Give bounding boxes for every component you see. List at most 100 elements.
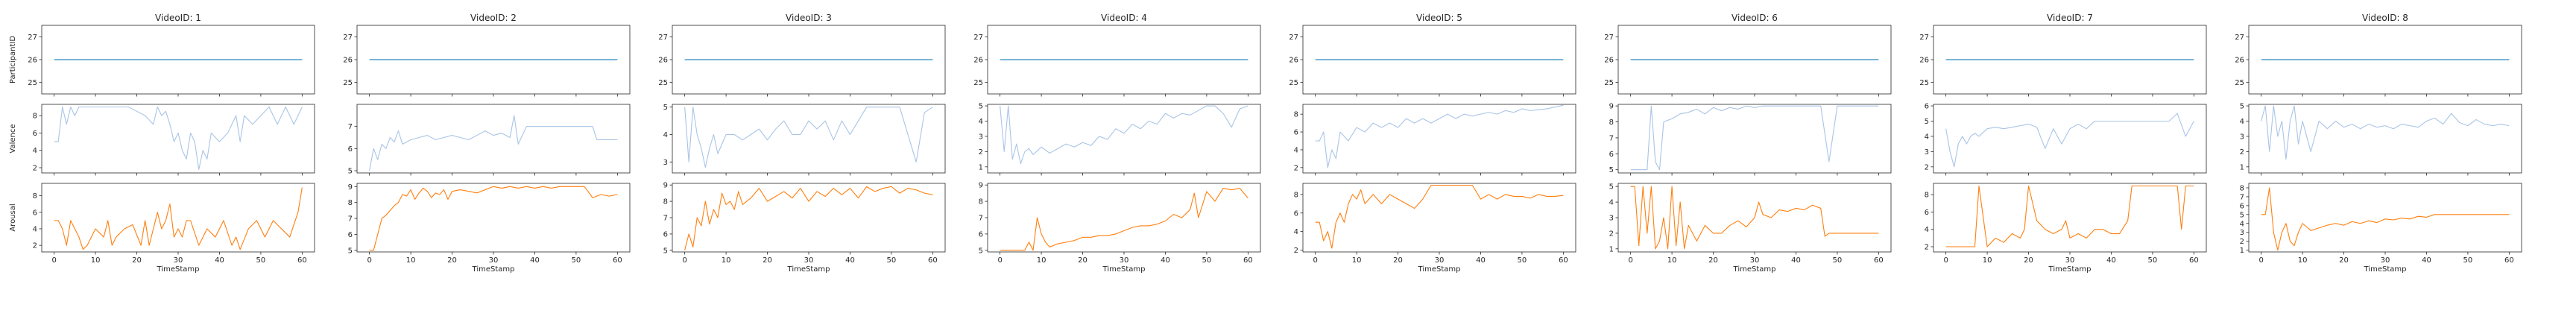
subplot-valence-video-3: 3 4 5	[663, 104, 946, 176]
x-tick-label: 40	[2422, 256, 2431, 265]
y-tick-label: 2	[33, 242, 37, 250]
y-tick-label: 6	[979, 230, 983, 239]
y-tick-label: 27	[343, 34, 353, 42]
y-tick-label: 2	[1294, 164, 1298, 172]
x-tick-label: 50	[256, 256, 266, 265]
x-tick-label: 50	[887, 256, 897, 265]
x-tick-label: 20	[1393, 256, 1403, 265]
subplot-participantid-video-3: 25 26 27 VideoID: 3	[658, 13, 946, 97]
x-tick-label: 10	[722, 256, 731, 265]
y-tick-label: 4	[33, 225, 37, 233]
y-tick-label: 6	[1609, 151, 1614, 159]
y-tick-label: 3	[663, 159, 668, 167]
plot-frame	[356, 183, 631, 253]
x-tick-label: 50	[1518, 256, 1527, 265]
subplot-title: VideoID: 1	[155, 13, 201, 23]
y-tick-label: 8	[33, 113, 37, 121]
subplot-arousal-video-2: 5 6 7 8 9 0 10 20 30 40 50 60 TimeStamp	[348, 183, 631, 274]
y-tick-label: 7	[663, 215, 668, 223]
subplot-arousal-video-1: 2 4 6 8 0 10 20 30 40 50 60 Arousal TimeStamp	[9, 183, 315, 274]
x-tick-label: 30	[174, 256, 183, 265]
plot-frame	[1302, 104, 1576, 174]
y-tick-label: 4	[663, 131, 668, 139]
subplot-arousal-video-7: 2 4 6 8 0 10 20 30 40 50 60 TimeStamp	[1925, 183, 2207, 274]
x-tick-label: 50	[1202, 256, 1212, 265]
x-tick-label: 40	[530, 256, 540, 265]
y-tick-label: 8	[979, 198, 983, 206]
subplot-valence-video-7: 2 3 4 5 6	[1925, 103, 2207, 176]
plot-frame	[1933, 104, 2207, 174]
x-tick-label: 40	[215, 256, 224, 265]
column-video-7: 25 26 27 VideoID: 7 2 3 4 5 6 2 4 6 8 0 10 20 30 40 50 60 Ti…	[1919, 13, 2207, 274]
x-tick-label: 60	[928, 256, 938, 265]
subplot-title: VideoID: 3	[786, 13, 832, 23]
x-tick-label: 30	[1750, 256, 1760, 265]
subplot-title: VideoID: 8	[2362, 13, 2408, 23]
y-tick-label: 1	[979, 163, 983, 171]
x-tick-label: 60	[1243, 256, 1253, 265]
subplot-valence-video-2: 5 6 7	[348, 104, 631, 176]
y-tick-label: 2	[2240, 148, 2244, 157]
x-tick-label: 40	[1476, 256, 1486, 265]
subplot-title: VideoID: 4	[1101, 13, 1147, 23]
y-tick-label: 6	[348, 231, 353, 239]
x-axis-label: TimeStamp	[157, 265, 200, 274]
plot-frame	[672, 104, 946, 174]
x-tick-label: 60	[297, 256, 307, 265]
subplot-participantid-video-2: 25 26 27 VideoID: 2	[343, 13, 631, 97]
y-axis-label: ParticipantID	[9, 36, 17, 83]
x-tick-label: 30	[804, 256, 814, 265]
x-tick-label: 50	[1833, 256, 1843, 265]
subplot-title: VideoID: 5	[1416, 13, 1462, 23]
y-tick-label: 4	[2240, 220, 2244, 228]
y-tick-label: 27	[973, 34, 983, 42]
series-line-arousal	[1630, 186, 1879, 250]
x-tick-label: 40	[1161, 256, 1170, 265]
y-tick-label: 5	[979, 103, 983, 111]
series-line-valence	[54, 106, 303, 170]
x-tick-label: 30	[1120, 256, 1129, 265]
y-tick-label: 7	[348, 215, 353, 224]
x-axis-label: TimeStamp	[1733, 265, 1776, 274]
subplot-participantid-video-5: 25 26 27 VideoID: 5	[1289, 13, 1576, 97]
series-line-valence	[1630, 105, 1879, 171]
y-tick-label: 2	[979, 148, 983, 157]
x-axis-label: TimeStamp	[1102, 265, 1146, 274]
series-line-arousal	[54, 187, 303, 250]
y-tick-label: 25	[973, 79, 983, 87]
y-tick-label: 5	[1609, 183, 1614, 192]
y-tick-label: 25	[28, 79, 37, 87]
series-line-arousal	[684, 186, 933, 250]
subplot-title: VideoID: 7	[2047, 13, 2093, 23]
y-tick-label: 5	[663, 247, 668, 255]
subplot-participantid-video-1: 25 26 27 ParticipantID VideoID: 1	[9, 13, 315, 97]
column-video-4: 25 26 27 VideoID: 4 1 2 3 4 5 5 6 7 8 9 0 10 20 30 40 50 60 T…	[973, 13, 1261, 274]
y-tick-label: 5	[348, 247, 353, 255]
x-tick-label: 20	[763, 256, 772, 265]
x-tick-label: 0	[1943, 256, 1948, 265]
y-tick-label: 26	[28, 57, 37, 65]
y-tick-label: 5	[979, 247, 983, 255]
y-tick-label: 26	[658, 57, 668, 65]
subplot-participantid-video-4: 25 26 27 VideoID: 4	[973, 13, 1261, 97]
y-tick-label: 6	[1925, 103, 1929, 111]
x-tick-label: 30	[1435, 256, 1445, 265]
x-axis-label: TimeStamp	[2048, 265, 2092, 274]
subplot-participantid-video-6: 25 26 27 VideoID: 6	[1604, 13, 1892, 97]
plot-frame	[2248, 183, 2522, 253]
x-tick-label: 10	[91, 256, 101, 265]
x-tick-label: 10	[1983, 256, 1992, 265]
x-tick-label: 40	[2106, 256, 2116, 265]
x-tick-label: 0	[997, 256, 1002, 265]
x-axis-label: TimeStamp	[787, 265, 830, 274]
x-tick-label: 20	[2024, 256, 2033, 265]
y-tick-label: 26	[973, 57, 983, 65]
x-tick-label: 10	[1037, 256, 1046, 265]
x-tick-label: 0	[51, 256, 56, 265]
series-line-arousal	[2261, 187, 2510, 251]
y-tick-label: 26	[1289, 57, 1298, 65]
y-tick-label: 6	[663, 230, 668, 239]
y-tick-label: 5	[663, 104, 668, 112]
